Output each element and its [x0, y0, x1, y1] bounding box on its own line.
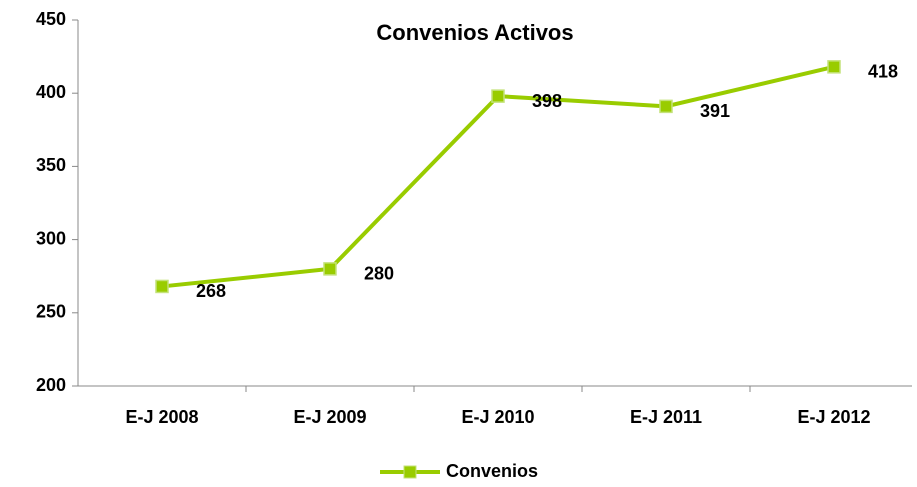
y-tick-label: 400 — [36, 82, 66, 102]
y-tick-label: 450 — [36, 9, 66, 29]
point — [323, 262, 337, 276]
point — [827, 60, 841, 74]
x-tick-label: E-J 2012 — [797, 407, 870, 427]
x-tick-label: E-J 2011 — [630, 407, 702, 427]
y-tick-label: 200 — [36, 375, 66, 395]
legend-label: Convenios — [446, 461, 538, 481]
y-tick-label: 300 — [36, 228, 66, 248]
data-label: 398 — [532, 91, 562, 111]
legend-marker — [403, 465, 417, 479]
data-label: 418 — [868, 62, 898, 82]
y-tick-label: 350 — [36, 155, 66, 175]
point — [491, 89, 505, 103]
point — [155, 279, 169, 294]
y-tick-label: 250 — [36, 302, 66, 322]
x-tick-label: E-J 2009 — [293, 407, 366, 427]
point — [659, 99, 673, 114]
data-label: 268 — [196, 281, 226, 301]
data-label: 391 — [700, 101, 730, 121]
x-tick-label: E-J 2010 — [461, 407, 534, 427]
chart-title: Convenios Activos — [376, 20, 573, 45]
data-label: 280 — [364, 264, 394, 284]
x-tick-label: E-J 2008 — [125, 407, 198, 427]
